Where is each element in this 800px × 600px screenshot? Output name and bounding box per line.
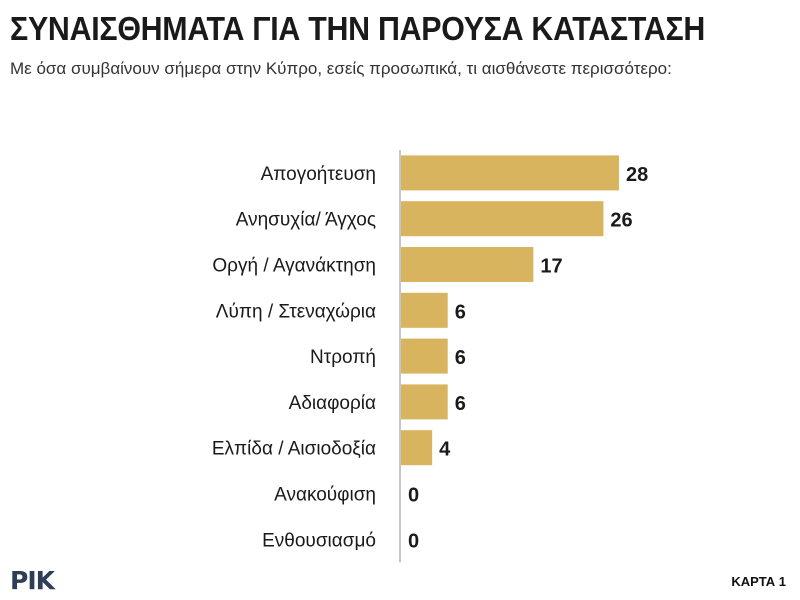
value-label: 26 (610, 210, 632, 232)
chart-subtitle: Με όσα συμβαίνουν σήμερα στην Κύπρο, εσε… (10, 59, 672, 78)
category-label: Λύπη / Στεναχώρια (216, 301, 376, 322)
value-label: 4 (439, 439, 451, 461)
value-label: 6 (455, 301, 466, 323)
value-label: 28 (626, 164, 648, 186)
value-label: 0 (408, 530, 419, 552)
category-label: Ενθουσιασμό (262, 530, 376, 551)
bar-7 (401, 430, 433, 466)
category-label: Αδιαφορία (289, 393, 376, 414)
value-label: 6 (455, 393, 466, 415)
category-label: Ελπίδα / Αισιοδοξία (212, 439, 376, 460)
bar-5 (401, 338, 448, 374)
bar-1 (401, 155, 619, 191)
value-label: 6 (455, 347, 466, 369)
broadcaster-logo: ΡΙΚ (10, 566, 55, 595)
value-label: 17 (540, 256, 562, 278)
card-label: ΚΑΡΤΑ 1 (731, 574, 786, 589)
bar-4 (401, 292, 448, 328)
bar-3 (401, 247, 534, 282)
chart-title: ΣΥΝΑΙΣΘΗΜΑΤΑ ΓΙΑ ΤΗΝ ΠΑΡΟΥΣΑ ΚΑΤΑΣΤΑΣΗ (10, 10, 706, 47)
category-label: Οργή / Αγανάκτηση (212, 256, 376, 277)
value-label: 0 (408, 485, 419, 507)
category-label: Ντροπή (310, 347, 376, 368)
category-label: Απογοήτευση (261, 164, 376, 185)
category-label: Ανησυχία/ Άγχος (236, 210, 376, 231)
category-label: Ανακούφιση (274, 485, 376, 506)
bar-6 (401, 384, 448, 420)
bar-2 (401, 201, 604, 237)
